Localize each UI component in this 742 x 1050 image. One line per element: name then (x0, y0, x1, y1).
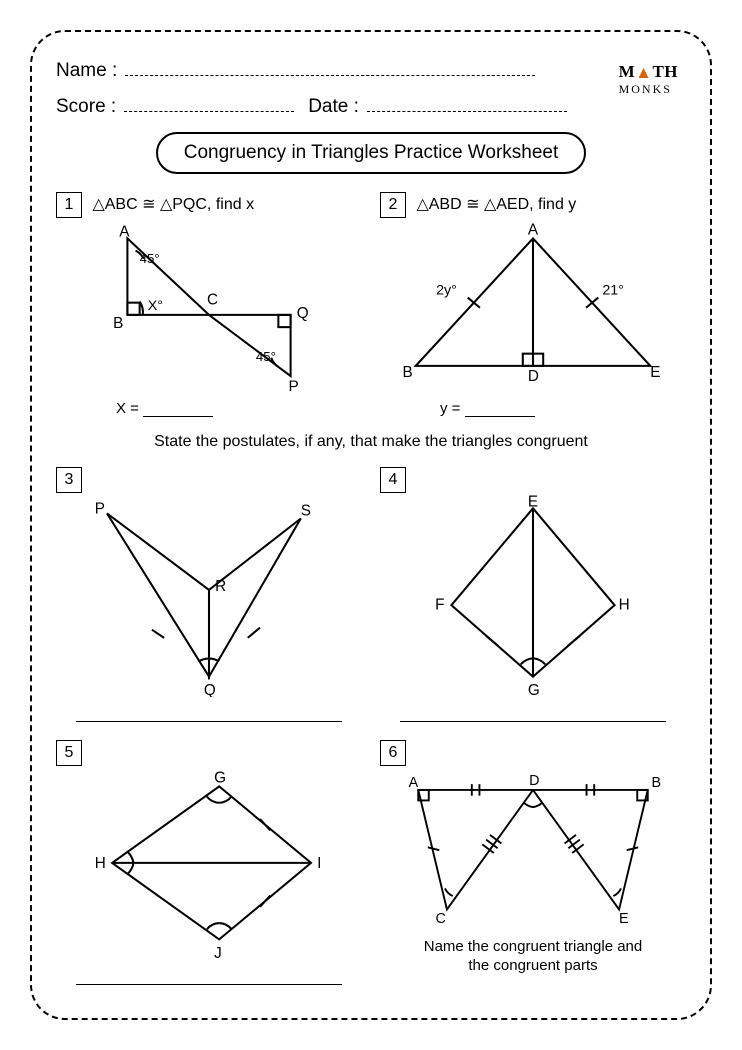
problem-grid: 1 △ABC ≅ △PQC, find x A B C (56, 192, 686, 995)
svg-text:F: F (435, 597, 444, 614)
svg-text:J: J (214, 945, 222, 960)
q1-figure: A B C Q P 45° 45° X° (56, 218, 362, 391)
problem-2: 2 △ABD ≅ △AED, find y A B D E 2 (380, 192, 686, 423)
svg-text:P: P (289, 378, 299, 391)
svg-text:C: C (207, 292, 218, 309)
q2-text: △ABD ≅ △AED, find y (416, 192, 576, 218)
problem-1: 1 △ABC ≅ △PQC, find x A B C (56, 192, 362, 423)
q2-number: 2 (380, 192, 406, 218)
svg-text:X°: X° (148, 298, 163, 314)
q2-answer[interactable]: y = (440, 400, 686, 417)
svg-text:G: G (528, 682, 540, 697)
name-row: Name : (56, 60, 686, 82)
q6-number: 6 (380, 740, 406, 766)
svg-text:B: B (402, 364, 412, 381)
svg-text:H: H (95, 855, 106, 872)
q5-figure: G H I J (56, 766, 362, 960)
svg-text:A: A (528, 221, 539, 238)
svg-text:21°: 21° (602, 282, 624, 298)
svg-text:A: A (409, 775, 419, 791)
q1-text: △ABC ≅ △PQC, find x (92, 192, 254, 218)
svg-text:E: E (528, 494, 538, 511)
svg-text:45°: 45° (140, 251, 160, 266)
svg-text:S: S (301, 503, 311, 520)
svg-text:2y°: 2y° (436, 282, 457, 298)
q5-number: 5 (56, 740, 82, 766)
problem-3: 3 P S R Q (56, 467, 362, 732)
q1-number: 1 (56, 192, 82, 218)
score-date-row: Score : Date : (56, 96, 686, 118)
name-label: Name : (56, 60, 117, 82)
mid-instruction: State the postulates, if any, that make … (56, 433, 686, 451)
svg-text:E: E (619, 911, 629, 927)
svg-text:Q: Q (204, 682, 216, 697)
svg-text:Q: Q (297, 305, 309, 322)
svg-text:A: A (119, 223, 130, 240)
score-label: Score : (56, 96, 116, 118)
svg-text:B: B (652, 775, 662, 791)
q6-figure: A B D C E (380, 766, 686, 929)
svg-text:H: H (619, 597, 630, 614)
svg-text:D: D (529, 774, 539, 790)
svg-text:B: B (113, 315, 123, 332)
svg-text:G: G (214, 770, 226, 787)
problem-6: 6 (380, 740, 686, 995)
worksheet-page: M▲TH MONKS Name : Score : Date : Congrue… (0, 0, 742, 1050)
q2-figure: A B D E 2y° 21° (380, 218, 686, 391)
problem-5: 5 G H I (56, 740, 362, 995)
svg-text:P: P (95, 501, 105, 518)
q4-answer-blank[interactable] (400, 708, 666, 722)
svg-text:45°: 45° (256, 349, 276, 364)
score-blank[interactable] (124, 98, 294, 112)
q3-figure: P S R Q (56, 493, 362, 697)
name-blank[interactable] (125, 62, 535, 76)
q3-number: 3 (56, 467, 82, 493)
svg-text:E: E (650, 364, 660, 381)
problem-4: 4 E F H G (380, 467, 686, 732)
svg-text:C: C (435, 911, 445, 927)
date-blank[interactable] (367, 98, 567, 112)
q6-caption: Name the congruent triangle and the cong… (380, 938, 686, 976)
q4-number: 4 (380, 467, 406, 493)
svg-text:D: D (528, 368, 539, 385)
q4-figure: E F H G (380, 493, 686, 697)
q3-answer-blank[interactable] (76, 708, 342, 722)
svg-text:R: R (215, 578, 226, 595)
q1-answer[interactable]: X = (116, 400, 362, 417)
date-label: Date : (308, 96, 359, 118)
svg-text:I: I (317, 855, 321, 872)
worksheet-title: Congruency in Triangles Practice Workshe… (156, 132, 587, 174)
q5-answer-blank[interactable] (76, 971, 342, 985)
dashed-frame: M▲TH MONKS Name : Score : Date : Congrue… (30, 30, 712, 1020)
brand-logo: M▲TH MONKS (619, 64, 678, 96)
